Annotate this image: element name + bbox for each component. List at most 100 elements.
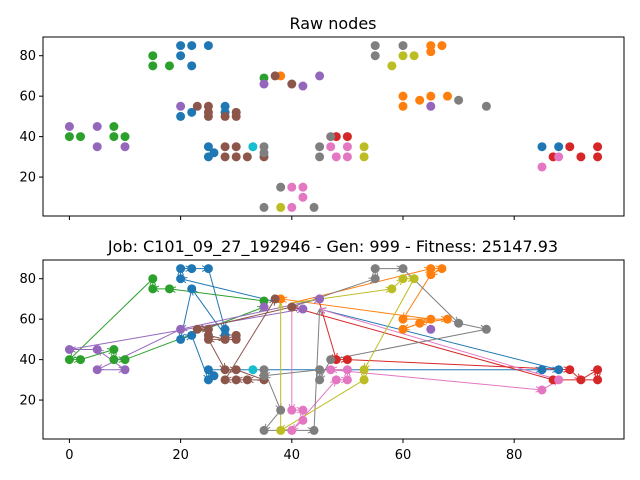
data-point (342, 132, 352, 142)
route-segment (207, 339, 225, 369)
data-point (398, 274, 408, 284)
data-point (220, 152, 230, 162)
data-point (426, 270, 436, 280)
solution-routes-plot: Job: C101_09_27_192946 - Gen: 999 - Fitn… (19, 237, 625, 463)
data-point (287, 405, 297, 415)
data-point (64, 355, 74, 365)
y-tick-label: 20 (19, 394, 36, 409)
data-point (565, 142, 575, 152)
data-point (387, 284, 397, 294)
data-point (248, 365, 258, 375)
data-point (326, 365, 336, 375)
data-point (454, 318, 464, 328)
data-point (176, 264, 186, 274)
route-segment (197, 306, 292, 329)
data-point (64, 345, 74, 354)
data-point (326, 355, 336, 365)
data-point (315, 365, 325, 375)
data-point (259, 148, 269, 158)
data-point (342, 365, 352, 375)
plot-frame (42, 259, 625, 440)
data-point (426, 47, 436, 57)
data-point (259, 371, 269, 381)
data-point (398, 51, 408, 61)
route-segment (192, 289, 226, 336)
data-point (298, 415, 308, 425)
y-tick-label: 20 (19, 171, 36, 186)
data-point (415, 318, 425, 328)
data-point (298, 304, 308, 314)
data-point (370, 51, 380, 61)
data-point (231, 365, 241, 375)
data-point (92, 345, 102, 354)
route-segment (69, 278, 154, 360)
route-segment (458, 322, 487, 329)
data-point (120, 142, 130, 152)
data-point (298, 81, 308, 91)
data-point (276, 182, 286, 192)
data-point (593, 375, 603, 385)
data-point (370, 264, 380, 274)
data-point (231, 375, 241, 385)
data-point (187, 330, 197, 340)
x-tick-label: 80 (506, 448, 523, 463)
data-point (537, 365, 547, 375)
data-point (270, 294, 280, 304)
data-point (203, 334, 213, 344)
data-point (426, 91, 436, 101)
data-point (554, 375, 564, 385)
data-point (203, 264, 213, 274)
y-tick-label: 80 (19, 272, 36, 287)
y-tick-label: 60 (19, 90, 36, 105)
plot-frame (42, 36, 625, 217)
data-point (398, 314, 408, 324)
data-point (192, 101, 202, 111)
data-point (359, 375, 369, 385)
data-point (120, 355, 130, 365)
data-point (537, 385, 547, 395)
data-point (209, 371, 219, 381)
data-point (259, 302, 269, 312)
route-segment (181, 298, 320, 329)
data-point (442, 314, 452, 324)
data-point (342, 142, 352, 152)
data-point (426, 324, 436, 334)
data-point (109, 122, 119, 131)
data-point (437, 264, 447, 274)
data-point (398, 41, 408, 51)
data-point (442, 91, 452, 101)
data-point (148, 61, 158, 71)
y-tick-label: 40 (19, 353, 36, 368)
data-point (537, 162, 547, 172)
data-point (187, 41, 197, 51)
route-segment (291, 289, 392, 304)
data-point (64, 122, 74, 131)
data-point (342, 355, 352, 365)
data-point (342, 375, 352, 385)
data-point (315, 152, 325, 162)
data-point (331, 375, 341, 385)
data-point (231, 152, 241, 162)
data-point (148, 284, 158, 294)
x-tick-label: 20 (172, 448, 189, 463)
data-point (315, 294, 325, 304)
data-point (209, 148, 219, 158)
data-point (220, 142, 230, 152)
data-point (298, 192, 308, 202)
route-segment (291, 279, 375, 308)
route-segment (264, 369, 320, 376)
data-point (537, 142, 547, 152)
data-point (164, 61, 174, 71)
route-segment (281, 379, 365, 431)
data-point (120, 132, 130, 142)
y-tick-label: 40 (19, 130, 36, 145)
data-point (164, 284, 174, 294)
data-point (315, 142, 325, 152)
data-point (287, 425, 297, 435)
data-point (287, 302, 297, 312)
data-point (370, 41, 380, 51)
data-point (92, 365, 102, 375)
data-point (187, 61, 197, 71)
data-point (593, 365, 603, 375)
